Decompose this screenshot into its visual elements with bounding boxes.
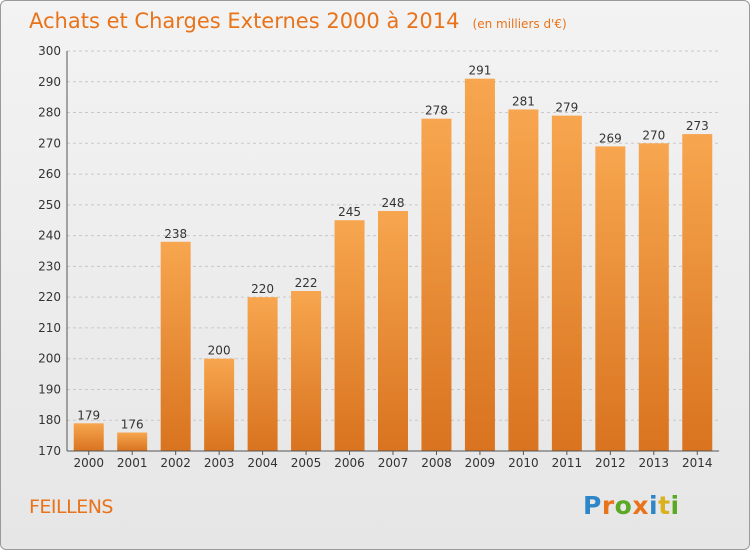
bars: 179 176 238 200 220 222 245 248 278 291 281 279 269 2… (73, 64, 713, 452)
title-row: Achats et Charges Externes 2000 à 2014 (… (29, 9, 567, 33)
x-tick-label: 2009 (465, 456, 496, 470)
x-tick-label: 2008 (421, 456, 452, 470)
data-label: 200 (208, 344, 231, 358)
data-label: 270 (642, 128, 665, 142)
data-label: 291 (468, 64, 491, 78)
bar-2002 (160, 241, 191, 451)
bar-2010 (508, 109, 539, 451)
data-label: 273 (686, 119, 709, 133)
axes: 170 180 190 200 210 220 230 240 250 260 270 280 290 3… (38, 44, 719, 470)
x-tick-label: 2012 (595, 456, 626, 470)
data-label: 220 (251, 282, 274, 296)
y-tick-label: 240 (38, 229, 61, 243)
x-tick-label: 2010 (508, 456, 539, 470)
y-tick-label: 260 (38, 167, 61, 181)
bar-2005 (291, 291, 322, 451)
bar-2000 (73, 423, 104, 451)
y-tick-label: 220 (38, 290, 61, 304)
y-tick-label: 270 (38, 136, 61, 150)
y-tick-label: 170 (38, 444, 61, 458)
bar-2012 (595, 146, 626, 451)
x-tick-label: 2001 (117, 456, 148, 470)
y-tick-label: 290 (38, 75, 61, 89)
x-tick-label: 2000 (73, 456, 104, 470)
logo-letter: P (583, 491, 602, 520)
x-tick-label: 2002 (160, 456, 191, 470)
data-label: 281 (512, 94, 535, 108)
proxiti-logo: Proxiti (583, 491, 680, 520)
x-tick-label: 2013 (639, 456, 670, 470)
bar-2007 (378, 211, 408, 451)
bar-2011 (551, 115, 582, 451)
x-tick-label: 2006 (334, 456, 365, 470)
logo-letter: i (670, 491, 680, 520)
commune-name: FEILLENS (29, 496, 114, 518)
logo-letter: x (632, 491, 649, 520)
bar-2006 (334, 220, 365, 451)
x-tick-label: 2004 (247, 456, 278, 470)
y-tick-label: 300 (38, 44, 61, 58)
logo-letter: r (601, 491, 615, 520)
data-label: 222 (295, 276, 318, 290)
y-tick-label: 280 (38, 106, 61, 120)
bar-2004 (247, 297, 278, 451)
logo-letter: t (658, 491, 671, 520)
bar-2001 (117, 432, 148, 451)
x-tick-label: 2014 (682, 456, 713, 470)
y-tick-label: 190 (38, 382, 61, 396)
data-label: 279 (555, 101, 578, 115)
data-label: 176 (121, 418, 144, 432)
bar-2014 (682, 134, 713, 452)
bar-2013 (638, 143, 669, 452)
y-tick-label: 180 (38, 413, 61, 427)
x-tick-label: 2007 (378, 456, 409, 470)
chart-unit: (en milliers d'€) (472, 17, 567, 31)
bar-2003 (204, 358, 235, 451)
bar-2009 (464, 78, 495, 451)
data-label: 269 (599, 131, 622, 145)
y-tick-label: 250 (38, 198, 61, 212)
y-tick-label: 200 (38, 352, 61, 366)
chart-title: Achats et Charges Externes 2000 à 2014 (29, 9, 460, 33)
y-tick-label: 210 (38, 321, 61, 335)
data-label: 248 (382, 196, 405, 210)
data-label: 245 (338, 205, 361, 219)
x-tick-label: 2011 (552, 456, 583, 470)
x-tick-label: 2005 (291, 456, 322, 470)
logo-letter: i (649, 491, 659, 520)
bar-2008 (421, 118, 452, 451)
y-tick-label: 230 (38, 259, 61, 273)
data-label: 179 (77, 408, 100, 422)
x-tick-label: 2003 (204, 456, 235, 470)
data-label: 278 (425, 104, 448, 118)
logo-letter: o (614, 491, 633, 520)
data-label: 238 (164, 227, 187, 241)
